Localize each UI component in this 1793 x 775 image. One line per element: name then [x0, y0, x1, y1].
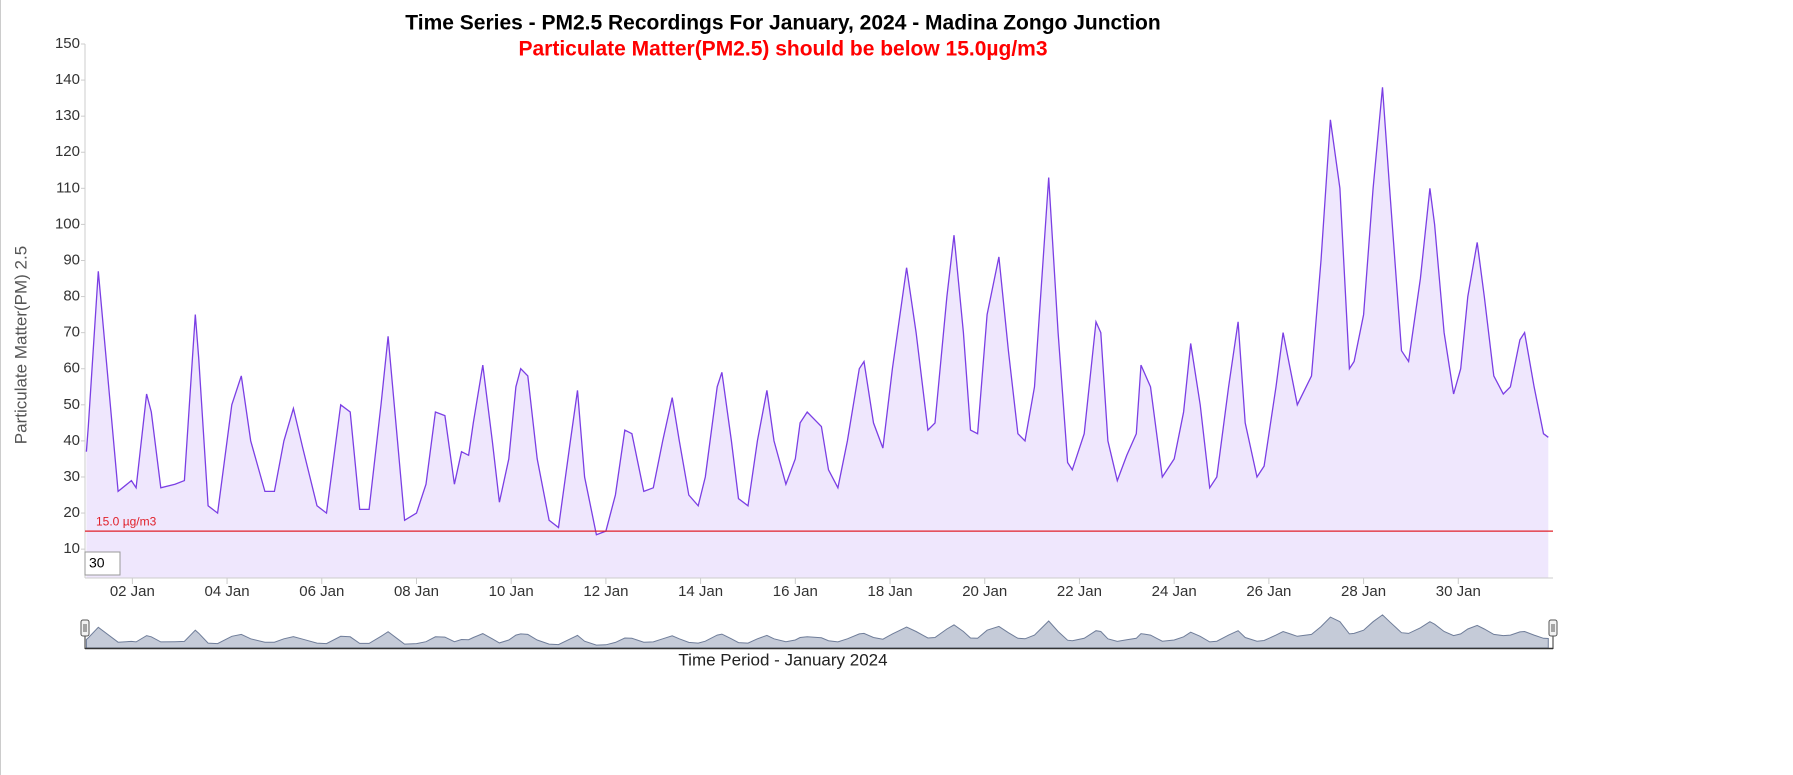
x-tick-label: 10 Jan	[489, 583, 534, 600]
navigator-area	[85, 614, 1549, 649]
x-tick-label: 24 Jan	[1152, 583, 1197, 600]
y-tick-label: 90	[63, 251, 80, 268]
chart-subtitle: Particulate Matter(PM2.5) should be belo…	[518, 38, 1047, 61]
x-tick-label: 16 Jan	[773, 583, 818, 600]
chart-title: Time Series - PM2.5 Recordings For Janua…	[405, 12, 1160, 35]
y-tick-label: 70	[63, 324, 80, 341]
x-tick-label: 30 Jan	[1436, 583, 1481, 600]
threshold-label: 15.0 µg/m3	[96, 514, 157, 528]
x-tick-label: 04 Jan	[205, 583, 250, 600]
y-tick-label: 80	[63, 288, 80, 305]
y-tick-label: 10	[63, 540, 80, 557]
navigator-handle[interactable]	[1548, 619, 1558, 637]
x-tick-label: 06 Jan	[299, 583, 344, 600]
x-tick-label: 26 Jan	[1246, 583, 1291, 600]
y-axis-title: Particulate Matter(PM) 2.5	[11, 246, 30, 444]
x-tick-label: 08 Jan	[394, 583, 439, 600]
x-tick-label: 28 Jan	[1341, 583, 1386, 600]
series-line	[85, 87, 1549, 536]
x-tick-label: 20 Jan	[962, 583, 1007, 600]
y-tick-label: 30	[63, 468, 80, 485]
y-tick-label: 100	[55, 215, 80, 232]
x-tick-label: 12 Jan	[583, 583, 628, 600]
y-tick-label: 20	[63, 504, 80, 521]
x-axis-title: Time Period - January 2024	[678, 650, 887, 669]
x-tick-label: 14 Jan	[678, 583, 723, 600]
range-input[interactable]	[84, 551, 121, 576]
y-tick-label: 120	[55, 143, 80, 160]
area-fill	[86, 87, 1549, 579]
x-tick-label: 18 Jan	[868, 583, 913, 600]
x-tick-label: 22 Jan	[1057, 583, 1102, 600]
x-tick-label: 02 Jan	[110, 583, 155, 600]
y-tick-label: 60	[63, 360, 80, 377]
y-tick-label: 40	[63, 432, 80, 449]
y-tick-label: 150	[55, 35, 80, 52]
range-input-value: 30	[89, 555, 105, 571]
y-tick-label: 140	[55, 71, 80, 88]
y-tick-label: 110	[56, 179, 80, 196]
y-tick-label: 50	[63, 396, 80, 413]
navigator-handle[interactable]	[80, 619, 90, 637]
y-tick-label: 130	[55, 107, 80, 124]
